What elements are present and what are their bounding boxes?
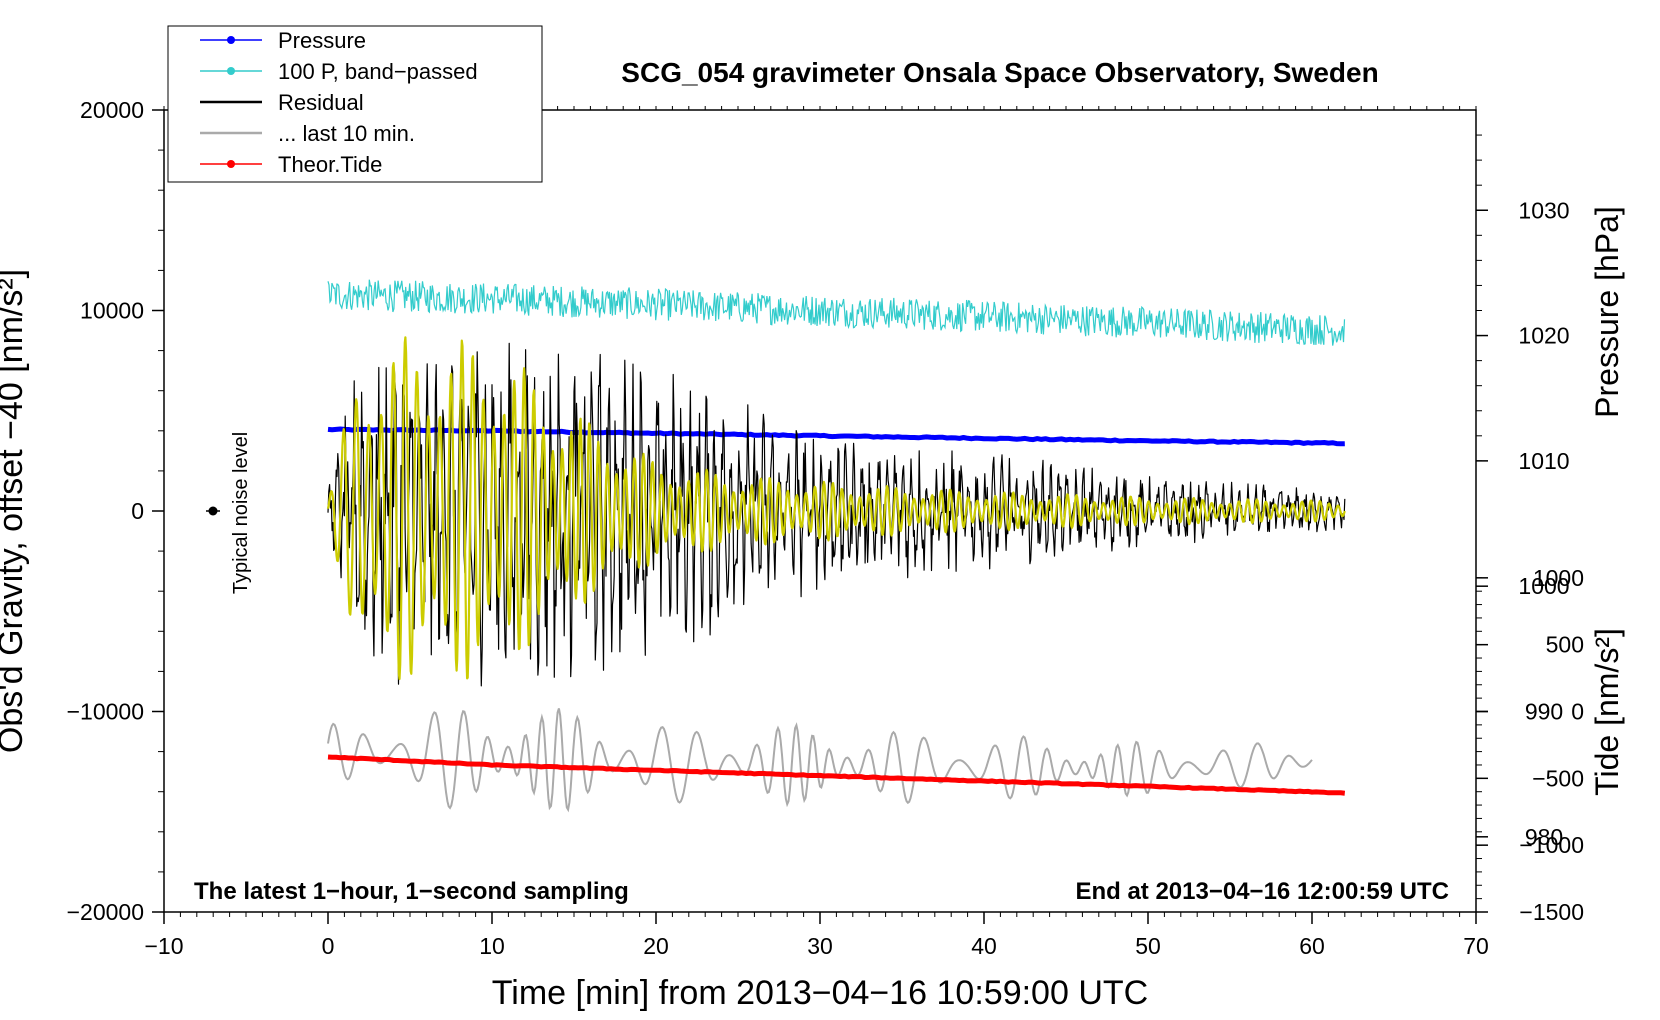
x-tick-label: 60 [1299, 933, 1325, 959]
legend-item: Pressure [200, 28, 366, 53]
y-pressure-tick-label: 980 [1525, 824, 1563, 850]
x-tick-label: 50 [1135, 933, 1161, 959]
x-tick-label: 70 [1463, 933, 1489, 959]
chart-title: SCG_054 gravimeter Onsala Space Observat… [621, 57, 1378, 88]
y-left-tick-label: −10000 [67, 699, 144, 725]
y-pressure-tick-label: 1030 [1518, 197, 1569, 223]
y-axis-title-left: Obs'd Gravity, offset −40 [nm/s²] [0, 269, 30, 753]
legend-item: ... last 10 min. [200, 121, 415, 146]
y-axis-title-tide: Tide [nm/s²] [1589, 628, 1625, 796]
legend-item: 100 P, band−passed [200, 59, 478, 84]
y-tide-tick-label: 500 [1546, 632, 1584, 658]
legend-swatch-marker [227, 160, 235, 168]
legend-item: Residual [200, 90, 364, 115]
x-tick-label: −10 [144, 933, 183, 959]
noise-level-label: Typical noise level [230, 432, 252, 594]
series-5 [327, 754, 1346, 796]
y-pressure-tick-label: 1000 [1518, 573, 1569, 599]
bottom-left-annotation: The latest 1−hour, 1−second sampling [194, 878, 629, 905]
x-tick-label: 20 [643, 933, 669, 959]
legend: Pressure 100 P, band−passed Residual ... la… [167, 25, 543, 183]
y-left-tick-label: −20000 [67, 899, 144, 925]
x-tick-label: 10 [479, 933, 505, 959]
series-0 [327, 426, 1345, 447]
legend-label: 100 P, band−passed [278, 59, 478, 84]
y-pressure-tick-label: 1010 [1518, 448, 1569, 474]
x-tick-label: 0 [322, 933, 335, 959]
series-layer [326, 279, 1346, 813]
x-axis-title: Time [min] from 2013−04−16 10:59:00 UTC [492, 974, 1148, 1012]
y-tide-tick-label: −500 [1532, 765, 1584, 791]
y-tide-tick-label: −1500 [1519, 899, 1584, 925]
legend-label: Pressure [278, 28, 366, 53]
y-left-tick-label: 0 [131, 498, 144, 524]
legend-label: ... last 10 min. [278, 121, 415, 146]
axes-layer: −10 0 10 20 30 40 50 60 70−20000−100000100002000… [67, 97, 1584, 959]
legend-box [167, 25, 543, 183]
y-tide-tick-label: 1000 [1533, 565, 1584, 591]
legend-label: Theor.Tide [278, 152, 382, 177]
noise-level-marker [206, 506, 220, 516]
series-4 [327, 708, 1313, 813]
y-pressure-tick-label: 990 [1525, 699, 1563, 725]
y-pressure-tick-label: 1020 [1518, 323, 1569, 349]
series-1 [327, 279, 1346, 346]
x-tick-label: 40 [971, 933, 997, 959]
y-left-tick-label: 20000 [80, 97, 144, 123]
x-tick-label: 30 [807, 933, 833, 959]
y-axis-title-pressure: Pressure [hPa] [1589, 206, 1625, 418]
legend-label: Residual [278, 90, 364, 115]
bottom-right-annotation: End at 2013−04−16 12:00:59 UTC [1075, 878, 1449, 905]
y-tide-tick-label: −1000 [1519, 832, 1584, 858]
legend-item: Theor.Tide [200, 152, 382, 177]
series-3 [326, 336, 1346, 681]
legend-swatch-marker [227, 36, 235, 44]
y-left-tick-label: 10000 [80, 298, 144, 324]
legend-swatch-marker [227, 67, 235, 75]
y-tide-tick-label: 0 [1571, 699, 1584, 725]
